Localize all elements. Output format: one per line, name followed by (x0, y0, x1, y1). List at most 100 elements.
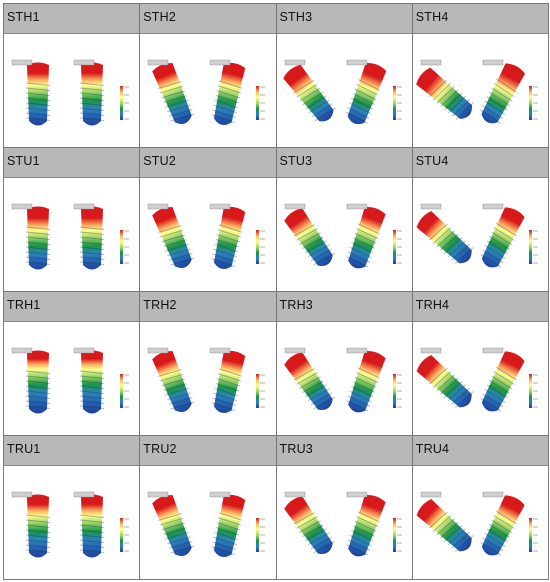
stress-render (11, 491, 129, 558)
max-stress-tag-right (210, 59, 231, 66)
stress-render (148, 491, 266, 558)
stress-render (148, 59, 266, 126)
implant-right (345, 350, 386, 413)
implant-left (152, 63, 195, 124)
panel-label: TRH2 (140, 292, 276, 322)
color-scale-bar (392, 86, 396, 120)
max-stress-tag-left (11, 347, 33, 354)
implant-left (416, 211, 474, 265)
color-scale-bar (256, 518, 260, 552)
implant-right (479, 351, 525, 412)
panel-label: STH4 (412, 4, 548, 34)
stress-render (148, 203, 266, 270)
max-stress-tag-left (148, 491, 169, 498)
stress-render (11, 347, 129, 414)
color-scale-bar (120, 374, 123, 408)
panel-tru2: TRU2 (140, 436, 277, 580)
stress-map-grid: STH1 STH2 STH3 STH4 STU1 STU2 STU3 STU4 TRH1 TRH2… (3, 3, 549, 580)
panel-label: TRU1 (4, 436, 140, 466)
panel-label: TRU3 (276, 436, 412, 466)
implant-right (345, 494, 386, 557)
color-scale-bar (528, 374, 532, 408)
panel-label: STH2 (140, 4, 276, 34)
stress-render (283, 347, 402, 413)
implant-left (415, 67, 474, 120)
max-stress-tag-right (482, 59, 503, 66)
implant-right (211, 494, 246, 558)
stress-render (415, 59, 538, 124)
implant-left (283, 208, 335, 266)
panel-stu3: STU3 (276, 148, 413, 292)
panel-label: STU2 (140, 148, 276, 178)
implant-left (282, 64, 336, 122)
panel-stu4: STU4 (412, 148, 549, 292)
panel-tru1: TRU1 (4, 436, 141, 580)
max-stress-tag-right (73, 203, 95, 210)
color-scale-bar (256, 374, 260, 408)
max-stress-tag-right (210, 203, 231, 210)
implant-left (152, 351, 195, 412)
max-stress-tag-right (346, 59, 367, 66)
implant-left (25, 62, 51, 126)
implant-right (479, 207, 525, 268)
implant-right (79, 350, 105, 414)
implant-right (345, 206, 386, 269)
panel-label: STH1 (4, 4, 140, 34)
implant-left (152, 207, 195, 268)
implant-left (283, 496, 335, 554)
panel-sth1: STH1 (4, 4, 141, 148)
max-stress-tag-left (420, 347, 441, 354)
panel-label: TRH3 (276, 292, 412, 322)
max-stress-tag-left (11, 491, 33, 498)
max-stress-tag-left (284, 203, 305, 210)
color-scale-bar (392, 230, 396, 264)
panel-label: TRU2 (140, 436, 276, 466)
panel-trh2: TRH2 (140, 292, 277, 436)
implant-left (25, 494, 51, 558)
implant-left (152, 495, 195, 556)
implant-right (479, 495, 525, 556)
max-stress-tag-right (210, 347, 231, 354)
implant-left (416, 355, 474, 409)
implant-left (25, 206, 51, 270)
max-stress-tag-right (210, 491, 231, 498)
color-scale-bar (392, 374, 396, 408)
stress-render (283, 203, 402, 269)
max-stress-tag-left (148, 59, 169, 66)
max-stress-tag-right (346, 203, 367, 210)
max-stress-tag-left (420, 203, 441, 210)
color-scale-bar (528, 518, 532, 552)
panel-label: TRH4 (412, 292, 548, 322)
panel-label: STU3 (276, 148, 412, 178)
panel-trh4: TRH4 (412, 292, 549, 436)
panel-trh3: TRH3 (276, 292, 413, 436)
max-stress-tag-left (284, 347, 305, 354)
implant-right (211, 62, 246, 126)
panel-sth3: STH3 (276, 4, 413, 148)
max-stress-tag-left (420, 491, 441, 498)
panel-sth4: STH4 (412, 4, 549, 148)
max-stress-tag-left (420, 59, 441, 66)
panel-label: STU1 (4, 148, 140, 178)
panel-sth2: STH2 (140, 4, 277, 148)
stress-render (283, 491, 402, 557)
stress-render (416, 203, 538, 268)
max-stress-tag-right (73, 347, 95, 354)
panel-label: STU4 (412, 148, 548, 178)
max-stress-tag-right (346, 491, 367, 498)
color-scale-bar (120, 230, 123, 264)
implant-right (79, 494, 105, 558)
max-stress-tag-right (73, 59, 95, 66)
panel-trh1: TRH1 (4, 292, 141, 436)
panel-label: TRH1 (4, 292, 140, 322)
implant-right (79, 206, 105, 270)
implant-left (283, 352, 335, 410)
color-scale-bar (528, 86, 532, 120)
max-stress-tag-left (284, 59, 305, 66)
panel-label: TRU4 (412, 436, 548, 466)
max-stress-tag-right (482, 491, 503, 498)
panel-tru3: TRU3 (276, 436, 413, 580)
implant-right (479, 63, 525, 124)
color-scale-bar (392, 518, 396, 552)
stress-render (148, 347, 266, 414)
